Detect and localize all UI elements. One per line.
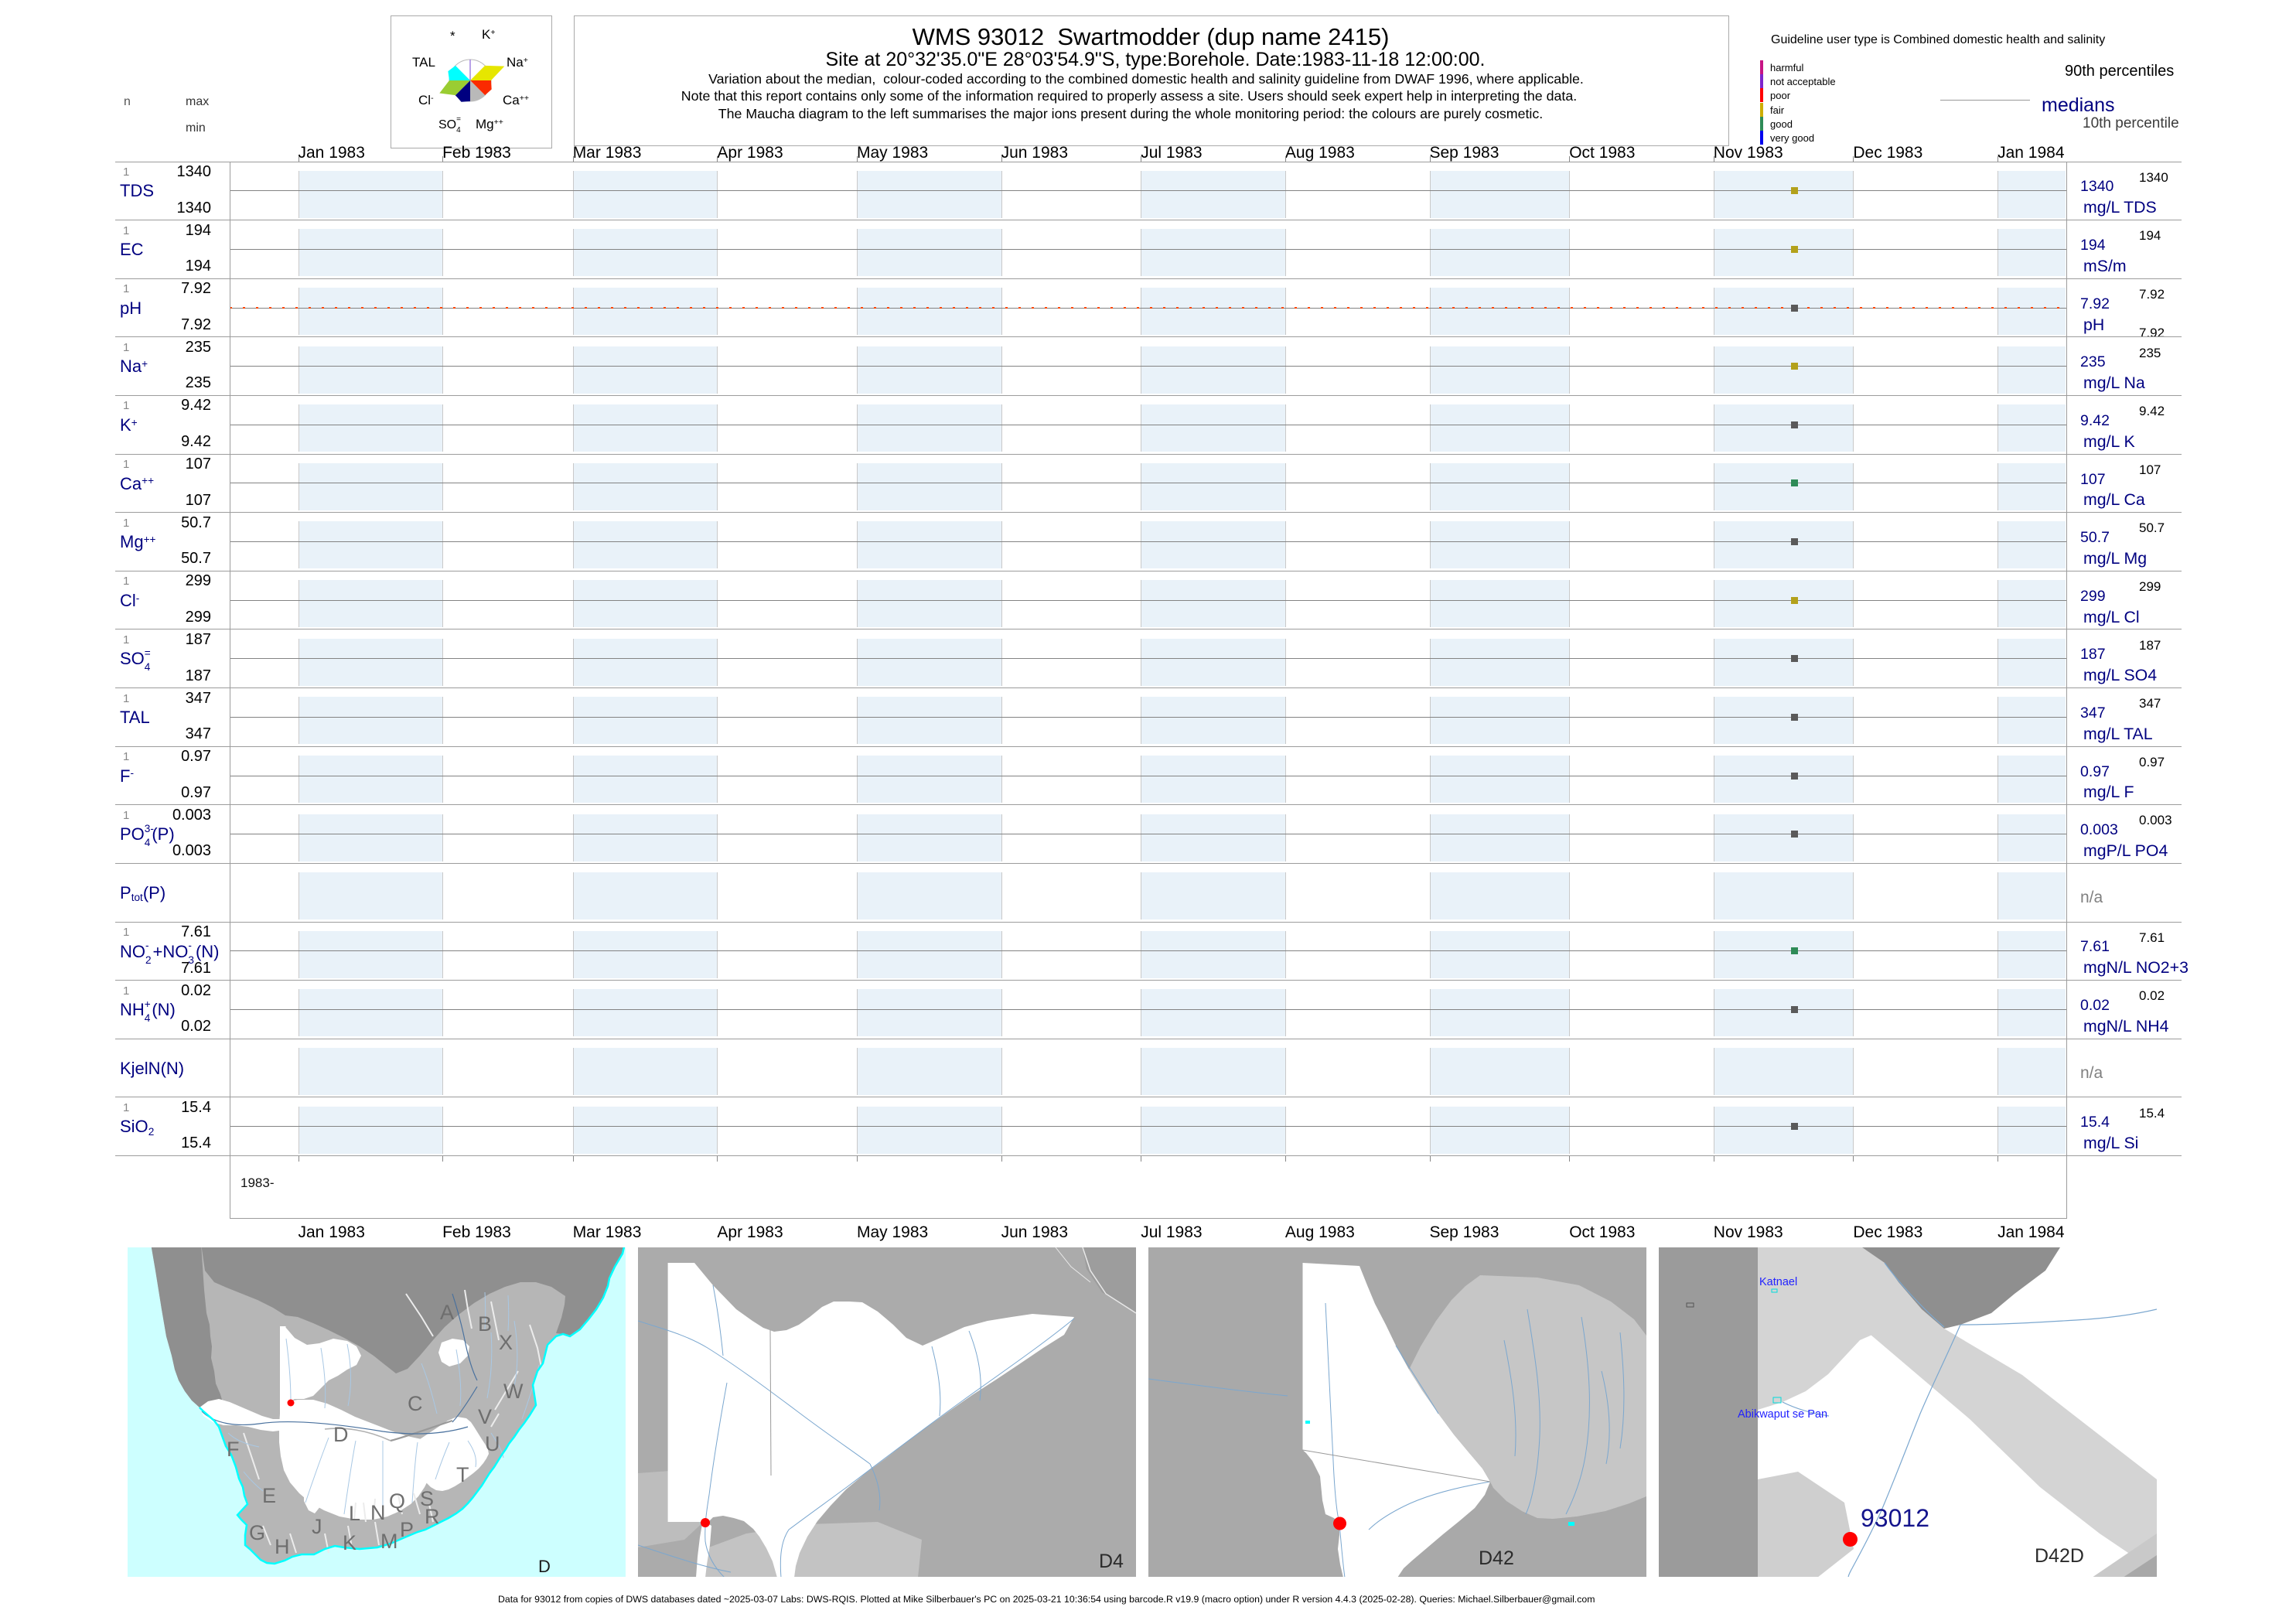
svg-text:V: V [478, 1405, 492, 1428]
svg-text:D42D: D42D [2035, 1545, 2084, 1567]
svg-text:A: A [440, 1301, 454, 1324]
svg-text:Abikwaput se Pan: Abikwaput se Pan [1738, 1408, 1827, 1421]
svg-text:Katnael: Katnael [1759, 1276, 1797, 1288]
svg-text:G: G [249, 1521, 265, 1544]
svg-text:K: K [343, 1531, 357, 1554]
svg-text:D: D [333, 1423, 349, 1446]
svg-text:B: B [478, 1312, 492, 1336]
svg-text:D: D [538, 1557, 551, 1576]
svg-text:N: N [370, 1501, 386, 1524]
svg-text:93012: 93012 [1861, 1504, 1929, 1532]
svg-text:L: L [349, 1502, 360, 1525]
svg-text:J: J [312, 1515, 322, 1538]
svg-text:D4: D4 [1099, 1551, 1124, 1572]
svg-text:R: R [425, 1505, 440, 1528]
svg-text:Q: Q [389, 1489, 405, 1513]
svg-text:D42: D42 [1479, 1547, 1514, 1569]
svg-text:P: P [400, 1518, 414, 1541]
svg-text:T: T [456, 1463, 469, 1486]
svg-text:H: H [275, 1535, 290, 1558]
svg-text:S: S [420, 1487, 434, 1510]
svg-text:F: F [227, 1438, 240, 1461]
svg-text:X: X [499, 1331, 513, 1354]
svg-text:C: C [408, 1392, 423, 1415]
svg-text:M: M [380, 1530, 398, 1553]
svg-text:U: U [485, 1432, 500, 1455]
svg-text:W: W [503, 1380, 524, 1403]
svg-text:E: E [262, 1484, 276, 1507]
